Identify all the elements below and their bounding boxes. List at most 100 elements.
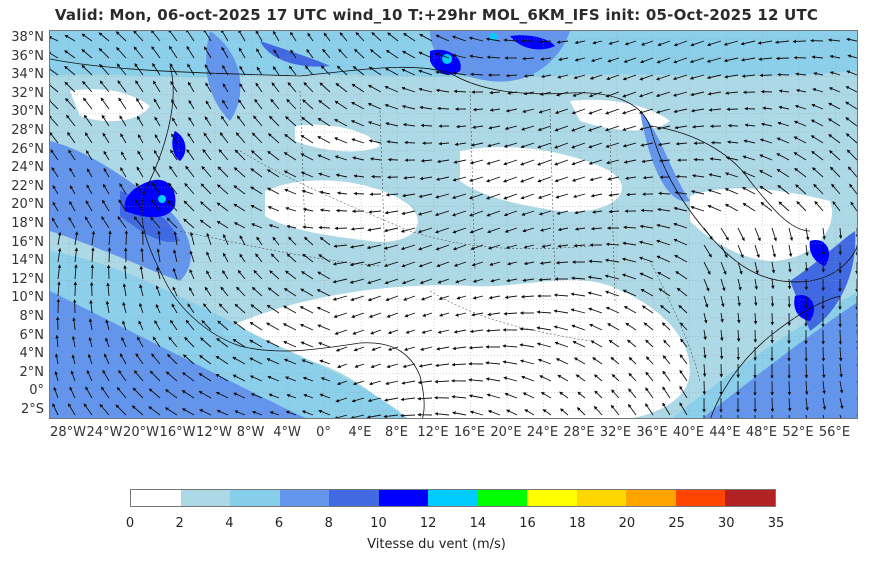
wind-arrow <box>335 397 348 403</box>
wind-arrow <box>118 369 127 382</box>
latitude-label: 8°N <box>19 309 45 324</box>
wind-arrow <box>542 409 552 416</box>
wind-arrow <box>272 236 280 246</box>
wind-arrow <box>102 132 110 144</box>
wind-arrow <box>675 271 688 280</box>
colorbar-swatch <box>279 490 330 506</box>
wind-arrow <box>69 200 76 212</box>
wind-arrow <box>266 304 280 314</box>
colorbar-tick: 30 <box>718 516 735 531</box>
wind-arrow <box>488 244 501 250</box>
wind-arrow <box>337 363 348 369</box>
wind-arrow <box>557 374 569 382</box>
wind-arrow <box>181 390 195 399</box>
wind-arrow <box>371 346 382 351</box>
wind-arrow <box>72 317 76 331</box>
wind-arrow <box>232 338 246 348</box>
wind-arrow <box>369 157 382 161</box>
wind-arrow <box>754 244 760 259</box>
wind-arrow <box>839 380 844 394</box>
wind-arrow <box>199 409 212 416</box>
wind-arrow <box>804 363 809 379</box>
wind-arrow <box>265 340 280 348</box>
wind-arrow <box>339 32 348 42</box>
wind-arrow <box>102 369 110 382</box>
wind-arrow <box>524 409 535 416</box>
wind-arrow <box>267 133 280 144</box>
wind-arrow <box>523 244 535 249</box>
wind-arrow <box>453 329 467 334</box>
wind-arrow <box>436 261 450 268</box>
wind-arrow <box>487 227 501 234</box>
wind-arrow <box>204 286 212 297</box>
wind-arrow <box>238 47 246 59</box>
wind-arrow <box>154 320 161 331</box>
wind-arrow <box>662 355 671 365</box>
wind-arrow <box>273 49 280 59</box>
wind-arrow <box>856 415 857 417</box>
wind-arrow <box>334 414 348 418</box>
wind-arrow <box>335 208 348 213</box>
wind-arrow <box>656 255 671 263</box>
wind-arrow <box>216 202 229 212</box>
wind-arrow <box>98 47 110 59</box>
wind-arrow <box>403 32 416 42</box>
wind-arrow <box>703 295 709 308</box>
wind-arrow <box>776 169 790 178</box>
longitude-label: 28°W <box>50 425 86 440</box>
wind-arrow <box>742 155 756 161</box>
wind-arrow <box>57 231 62 246</box>
wind-arrow <box>216 184 229 195</box>
wind-arrow <box>186 45 195 59</box>
wind-arrow <box>437 329 450 334</box>
wind-arrow <box>572 91 586 97</box>
wind-arrow <box>557 227 569 232</box>
wind-arrow <box>367 121 382 127</box>
wind-arrow <box>741 171 756 178</box>
wind-arrow <box>138 320 144 331</box>
wind-arrow <box>336 380 348 386</box>
wind-arrow <box>323 32 331 42</box>
wind-arrow <box>577 391 586 399</box>
wind-arrow <box>435 52 450 59</box>
wind-vectors <box>50 31 857 418</box>
wind-arrow <box>439 312 450 317</box>
wind-arrow <box>587 275 603 280</box>
wind-arrow <box>81 33 93 42</box>
wind-arrow <box>102 183 110 195</box>
wind-arrow <box>420 295 433 301</box>
wind-arrow <box>267 150 280 161</box>
wind-arrow <box>604 258 620 263</box>
wind-arrow <box>771 261 776 274</box>
wind-arrow <box>318 254 331 263</box>
wind-arrow <box>571 176 586 182</box>
wind-arrow <box>804 380 809 396</box>
wind-arrow <box>202 148 212 161</box>
longitude-label: 4°W <box>273 425 301 440</box>
wind-arrow <box>521 375 535 382</box>
wind-arrow <box>419 278 433 284</box>
wind-arrow <box>299 306 314 314</box>
wind-arrow <box>187 132 195 144</box>
wind-arrow <box>301 271 314 280</box>
wind-arrow <box>724 74 739 79</box>
wind-arrow <box>370 363 382 369</box>
wind-arrow <box>154 134 161 144</box>
wind-arrow <box>519 327 535 331</box>
wind-arrow <box>222 99 229 110</box>
wind-arrow <box>269 270 280 280</box>
wind-arrow <box>831 183 841 195</box>
wind-arrow <box>611 389 620 399</box>
colorbar-tick: 10 <box>370 516 387 531</box>
wind-arrow <box>541 244 552 249</box>
wind-arrow <box>384 210 399 215</box>
wind-arrow <box>286 394 297 399</box>
colorbar-swatch <box>428 490 478 506</box>
wind-arrow <box>703 227 713 240</box>
wind-arrow <box>319 208 331 212</box>
wind-arrow <box>185 165 195 178</box>
wind-arrow <box>759 138 773 144</box>
wind-arrow <box>522 227 535 233</box>
wind-arrow <box>91 230 96 246</box>
wind-arrow <box>234 303 246 314</box>
